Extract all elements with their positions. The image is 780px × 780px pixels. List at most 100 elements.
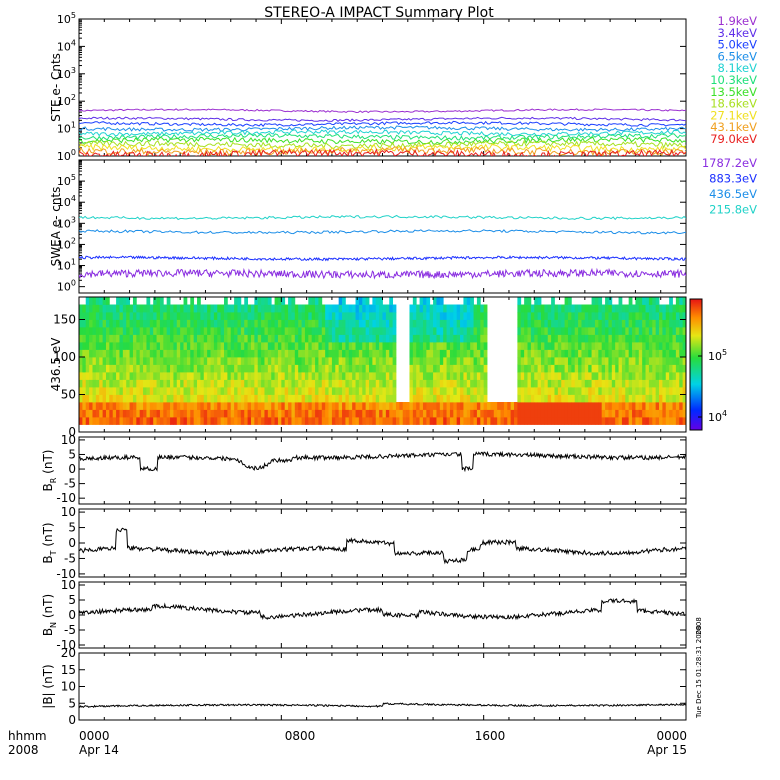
heatmap-cell <box>348 304 353 313</box>
heatmap-cell <box>355 357 360 365</box>
heatmap-cell <box>220 327 225 335</box>
heatmap-cell <box>439 342 444 350</box>
heatmap-cell <box>85 379 90 388</box>
heatmap-cell <box>493 402 498 410</box>
y-axis-label: BT (nT) <box>41 522 58 563</box>
heatmap-cell <box>89 364 93 373</box>
heatmap-cell <box>392 409 397 418</box>
heatmap-cell <box>551 327 555 335</box>
heatmap-cell <box>392 349 397 358</box>
heatmap-cell <box>389 409 394 418</box>
heatmap-cell <box>173 387 178 395</box>
heatmap-cell <box>372 334 377 343</box>
heatmap-cell <box>176 342 181 350</box>
heatmap-cell <box>143 379 147 388</box>
heatmap-cell <box>301 364 306 373</box>
heatmap-cell <box>527 304 532 313</box>
heatmap-cell <box>638 394 643 403</box>
heatmap-cell <box>301 319 306 328</box>
heatmap-cell <box>618 342 623 350</box>
heatmap-cell <box>611 357 616 365</box>
heatmap-cell <box>288 357 292 365</box>
heatmap-cell <box>584 319 589 328</box>
heatmap-cell <box>659 372 663 380</box>
heatmap-cell <box>382 342 387 350</box>
heatmap-cell <box>574 372 579 380</box>
heatmap-cell <box>277 402 282 410</box>
heatmap-cell <box>304 387 309 395</box>
heatmap-cell <box>375 342 380 350</box>
series-line-8.1keV <box>79 129 686 137</box>
heatmap-cell <box>429 334 434 343</box>
heatmap-cell <box>554 394 559 403</box>
heatmap-cell <box>166 312 171 320</box>
heatmap-cell <box>197 379 201 388</box>
heatmap-cell <box>358 409 363 418</box>
heatmap-cell <box>203 394 208 403</box>
heatmap-cell <box>527 334 532 343</box>
heatmap-cell <box>338 304 343 313</box>
heatmap-cell <box>149 319 154 328</box>
heatmap-cell <box>166 417 171 425</box>
heatmap-cell <box>240 372 245 380</box>
heatmap-cell <box>439 349 444 358</box>
heatmap-cell <box>200 364 205 373</box>
heatmap-cell <box>342 319 346 328</box>
date-label: Apr 14 <box>79 743 119 757</box>
heatmap-cell <box>578 417 582 425</box>
heatmap-cell <box>581 312 586 320</box>
heatmap-cell <box>473 327 478 335</box>
heatmap-cell <box>234 319 238 328</box>
heatmap-cell <box>672 417 677 425</box>
heatmap-cell <box>439 387 444 395</box>
heatmap-cell <box>143 334 147 343</box>
heatmap-cell <box>180 319 184 328</box>
heatmap-cell <box>352 394 356 403</box>
heatmap-cell <box>237 402 242 410</box>
heatmap-cell <box>446 402 451 410</box>
heatmap-cell <box>483 304 488 313</box>
heatmap-cell <box>665 334 670 343</box>
heatmap-cell <box>662 364 667 373</box>
heatmap-cell <box>449 357 454 365</box>
heatmap-cell <box>116 364 120 373</box>
heatmap-cell <box>588 372 592 380</box>
heatmap-cell <box>325 379 329 388</box>
heatmap-cell <box>571 342 576 350</box>
heatmap-cell <box>281 327 286 335</box>
heatmap-cell <box>166 319 171 328</box>
heatmap-cell <box>197 297 201 305</box>
heatmap-cell <box>443 409 447 418</box>
heatmap-cell <box>399 417 404 425</box>
heatmap-cell <box>611 417 616 425</box>
heatmap-cell <box>200 319 205 328</box>
heatmap-cell <box>200 342 205 350</box>
heatmap-cell <box>480 372 485 380</box>
heatmap-cell <box>662 417 667 425</box>
heatmap-cell <box>264 349 269 358</box>
heatmap-cell <box>186 394 191 403</box>
heatmap-cell <box>82 319 87 328</box>
heatmap-cell <box>186 349 191 358</box>
heatmap-cell <box>584 334 589 343</box>
heatmap-cell <box>385 349 390 358</box>
heatmap-cell <box>436 334 441 343</box>
heatmap-cell <box>237 364 242 373</box>
heatmap-cell <box>449 379 454 388</box>
heatmap-cell <box>318 342 323 350</box>
heatmap-cell <box>537 409 542 418</box>
heatmap-cell <box>524 357 528 365</box>
heatmap-cell <box>355 312 360 320</box>
heatmap-cell <box>244 357 249 365</box>
heatmap-cell <box>625 327 630 335</box>
heatmap-cell <box>224 379 228 388</box>
heatmap-cell <box>365 349 370 358</box>
heatmap-cell <box>635 297 640 305</box>
heatmap-cell <box>561 372 565 380</box>
heatmap-cell <box>618 402 623 410</box>
heatmap-cell <box>119 372 124 380</box>
heatmap-cell <box>325 319 329 328</box>
heatmap-cell <box>220 312 225 320</box>
heatmap-cell <box>682 402 687 410</box>
